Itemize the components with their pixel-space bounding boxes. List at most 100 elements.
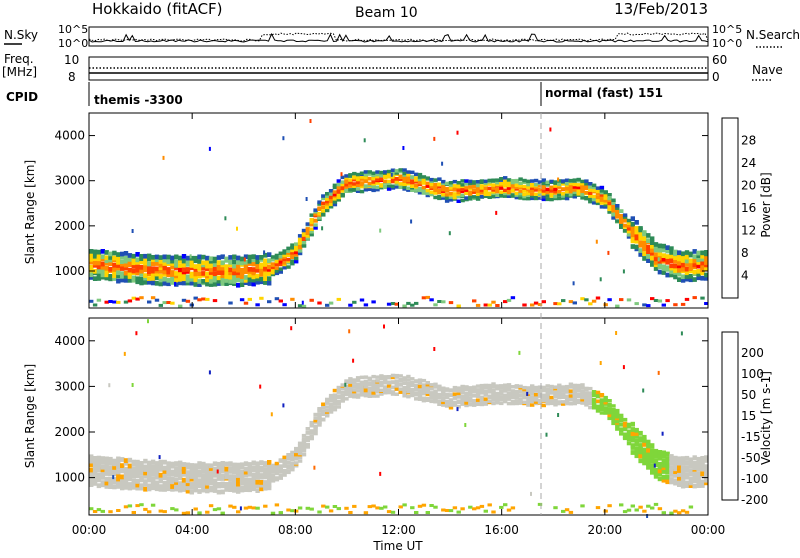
heatmap-cell [665,259,670,265]
heatmap-cell [572,383,577,388]
heatmap-cell [545,180,550,184]
heatmap-cell [410,184,415,188]
near-range-cell [572,301,577,305]
heatmap-cell [650,260,655,266]
heatmap-cell [193,485,198,490]
heatmap-cell [120,274,125,279]
heatmap-cell [526,388,531,393]
heatmap-cell [526,403,531,407]
heatmap-cell [205,463,210,469]
heatmap-cell [429,399,434,404]
heatmap-cell [158,262,163,268]
heatmap-cell [325,397,330,402]
heatmap-cell [123,484,129,490]
heatmap-cell [704,272,709,278]
heatmap-cell [259,482,264,488]
near-range-cell [348,303,353,307]
heatmap-cell [414,383,419,387]
heatmap-cell [394,379,399,383]
heatmap-cell [286,257,291,262]
heatmap-cell [251,254,256,259]
heatmap-cell [328,189,334,193]
heatmap-cell [228,260,233,265]
heatmap-cell [189,255,194,261]
heatmap-cell [630,437,635,443]
heatmap-cell [359,189,365,194]
heatmap-cell [468,392,473,397]
heatmap-cell [216,482,222,487]
heatmap-cell [294,452,299,457]
heatmap-cell [135,479,140,484]
near-range-cell [684,510,690,514]
colorbar-tick-label: 28 [741,134,756,148]
heatmap-cell [414,172,419,177]
heatmap-cell [402,391,407,395]
heatmap-cell [417,384,423,389]
scatter-cell [305,197,308,201]
heatmap-cell [131,478,136,484]
heatmap-cell [483,192,488,196]
heatmap-cell [243,472,249,478]
heatmap-cell [263,266,268,271]
velocity-heatmap [89,319,709,518]
heatmap-cell [588,396,593,400]
heatmap-cell [677,250,682,256]
heatmap-cell [147,460,152,466]
heatmap-cell [669,472,674,477]
heatmap-cell [166,461,171,467]
heatmap-cell [336,179,341,183]
heatmap-cell [197,469,202,475]
heatmap-cell [309,429,314,433]
heatmap-cell [700,483,705,488]
heatmap-cell [174,469,179,475]
heatmap-cell [154,468,160,474]
heatmap-cell [584,196,589,200]
heatmap-cell [688,277,694,283]
heatmap-cell [437,194,442,199]
heatmap-cell [239,485,245,491]
near-range-cell [402,304,407,308]
heatmap-cell [472,190,477,194]
heatmap-cell [197,481,202,487]
heatmap-cell [96,477,102,483]
heatmap-cell [661,465,666,470]
heatmap-cell [491,186,496,190]
heatmap-cell [607,407,612,412]
near-range-cell [553,302,558,306]
heatmap-cell [545,400,550,404]
heatmap-cell [402,388,407,392]
near-range-cell [112,300,117,304]
heatmap-cell [375,170,380,174]
heatmap-cell [170,484,175,489]
heatmap-cell [406,385,411,389]
heatmap-cell [491,391,496,395]
heatmap-cell [139,280,144,286]
heatmap-cell [650,240,655,245]
heatmap-cell [584,399,589,403]
heatmap-cell [193,275,198,281]
heatmap-cell [468,185,473,189]
heatmap-cell [243,477,249,483]
heatmap-cell [444,392,450,397]
heatmap-cell [499,386,504,390]
heatmap-cell [325,405,330,409]
heatmap-cell [564,189,570,194]
heatmap-cell [564,389,570,393]
heatmap-cell [657,255,663,261]
heatmap-cell [212,256,218,262]
near-range-cell [344,506,349,510]
heatmap-cell [657,247,663,253]
heatmap-cell [166,464,171,470]
heatmap-cell [123,476,129,482]
heatmap-cell [96,483,102,489]
heatmap-cell [506,384,512,389]
heatmap-cell [294,256,299,261]
heatmap-cell [661,264,666,270]
heatmap-cell [677,260,682,266]
heatmap-cell [572,398,577,403]
heatmap-cell [514,178,519,183]
heatmap-cell [228,487,233,492]
heatmap-cell [143,479,148,484]
heatmap-cell [452,187,458,191]
heatmap-cell [363,173,369,177]
